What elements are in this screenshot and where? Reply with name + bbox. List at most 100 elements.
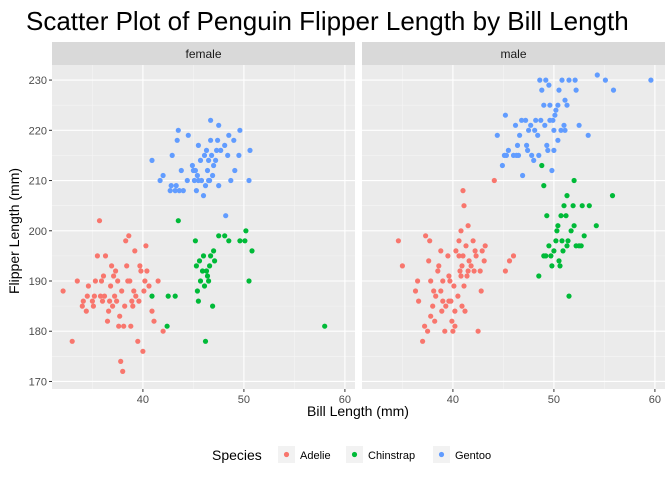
data-point	[216, 233, 222, 239]
data-point	[322, 323, 328, 329]
data-point	[442, 328, 448, 334]
data-point	[547, 102, 553, 108]
data-point	[74, 278, 80, 284]
data-point	[216, 183, 222, 189]
data-point	[206, 278, 212, 284]
data-point	[423, 233, 429, 239]
data-point	[593, 223, 599, 229]
data-point	[468, 263, 474, 269]
data-point	[132, 248, 138, 254]
data-point	[157, 177, 163, 184]
data-point	[525, 147, 531, 153]
data-point	[203, 147, 210, 153]
data-point	[453, 248, 459, 254]
data-point	[538, 117, 544, 123]
data-point	[200, 253, 207, 259]
data-point	[464, 273, 470, 279]
data-point	[558, 127, 564, 133]
legend-label: Gentoo	[455, 450, 491, 462]
legend-title: Species	[212, 447, 262, 463]
data-point	[137, 263, 143, 269]
data-point	[89, 298, 95, 304]
data-point	[475, 328, 481, 334]
data-point	[524, 142, 530, 148]
data-point	[446, 298, 452, 304]
data-point	[556, 258, 562, 264]
data-point	[113, 268, 119, 274]
data-point	[192, 238, 198, 244]
data-point	[176, 188, 182, 194]
data-point	[222, 142, 228, 148]
data-point	[457, 268, 463, 274]
data-point	[167, 188, 173, 194]
data-point	[395, 238, 401, 244]
data-point	[164, 323, 170, 329]
data-point	[191, 177, 197, 184]
data-point	[426, 258, 432, 264]
data-point	[201, 283, 208, 289]
data-point	[160, 172, 166, 179]
data-point	[83, 308, 89, 314]
data-point	[172, 293, 178, 299]
data-point	[431, 288, 437, 294]
data-point	[536, 152, 542, 158]
legend-item-gentoo: Gentoo	[433, 446, 491, 463]
data-point	[222, 233, 228, 239]
data-point	[560, 248, 566, 254]
data-point	[416, 298, 422, 304]
data-point	[94, 253, 100, 259]
data-point	[412, 288, 419, 294]
y-tick-label: 200	[29, 226, 47, 238]
data-point	[568, 228, 574, 234]
data-point	[479, 248, 485, 254]
data-point	[433, 293, 439, 299]
x-tick-label: 50	[548, 394, 560, 406]
data-point	[168, 183, 174, 189]
data-point	[202, 338, 209, 344]
facet-strip	[52, 42, 355, 65]
data-point	[231, 137, 237, 143]
data-point	[200, 193, 207, 199]
data-point	[160, 328, 166, 334]
data-point	[199, 268, 206, 274]
data-point	[91, 293, 97, 299]
legend: Species Adelie Chinstrap Gentoo	[212, 446, 491, 463]
data-point	[570, 203, 576, 209]
data-point	[541, 183, 547, 189]
data-point	[561, 122, 567, 128]
data-point	[579, 203, 585, 209]
data-point	[174, 137, 180, 143]
data-point	[193, 263, 199, 269]
data-point	[135, 338, 141, 344]
data-point	[609, 193, 616, 199]
data-point	[172, 188, 178, 194]
data-point	[536, 273, 542, 279]
data-point	[190, 167, 196, 174]
data-point	[510, 253, 517, 259]
data-point	[551, 147, 557, 153]
data-point	[494, 132, 500, 138]
data-point	[503, 152, 509, 158]
data-point	[149, 157, 155, 163]
data-point	[523, 117, 529, 123]
data-point	[144, 268, 150, 274]
data-point	[106, 308, 112, 314]
data-point	[520, 172, 526, 179]
data-point	[581, 233, 587, 239]
data-point	[206, 157, 212, 163]
data-point	[543, 253, 549, 259]
data-point	[207, 263, 213, 269]
data-point	[193, 188, 199, 194]
data-point	[195, 298, 201, 304]
data-point	[111, 273, 117, 279]
data-point	[648, 77, 654, 83]
data-point	[130, 303, 136, 309]
data-point	[123, 238, 129, 244]
data-point	[228, 177, 234, 184]
data-point	[481, 258, 487, 264]
data-point	[246, 278, 252, 284]
data-point	[173, 183, 179, 189]
data-point	[212, 258, 218, 264]
panel-female: female 40 50 60 170 180 190 200 210 220 230	[29, 42, 355, 406]
